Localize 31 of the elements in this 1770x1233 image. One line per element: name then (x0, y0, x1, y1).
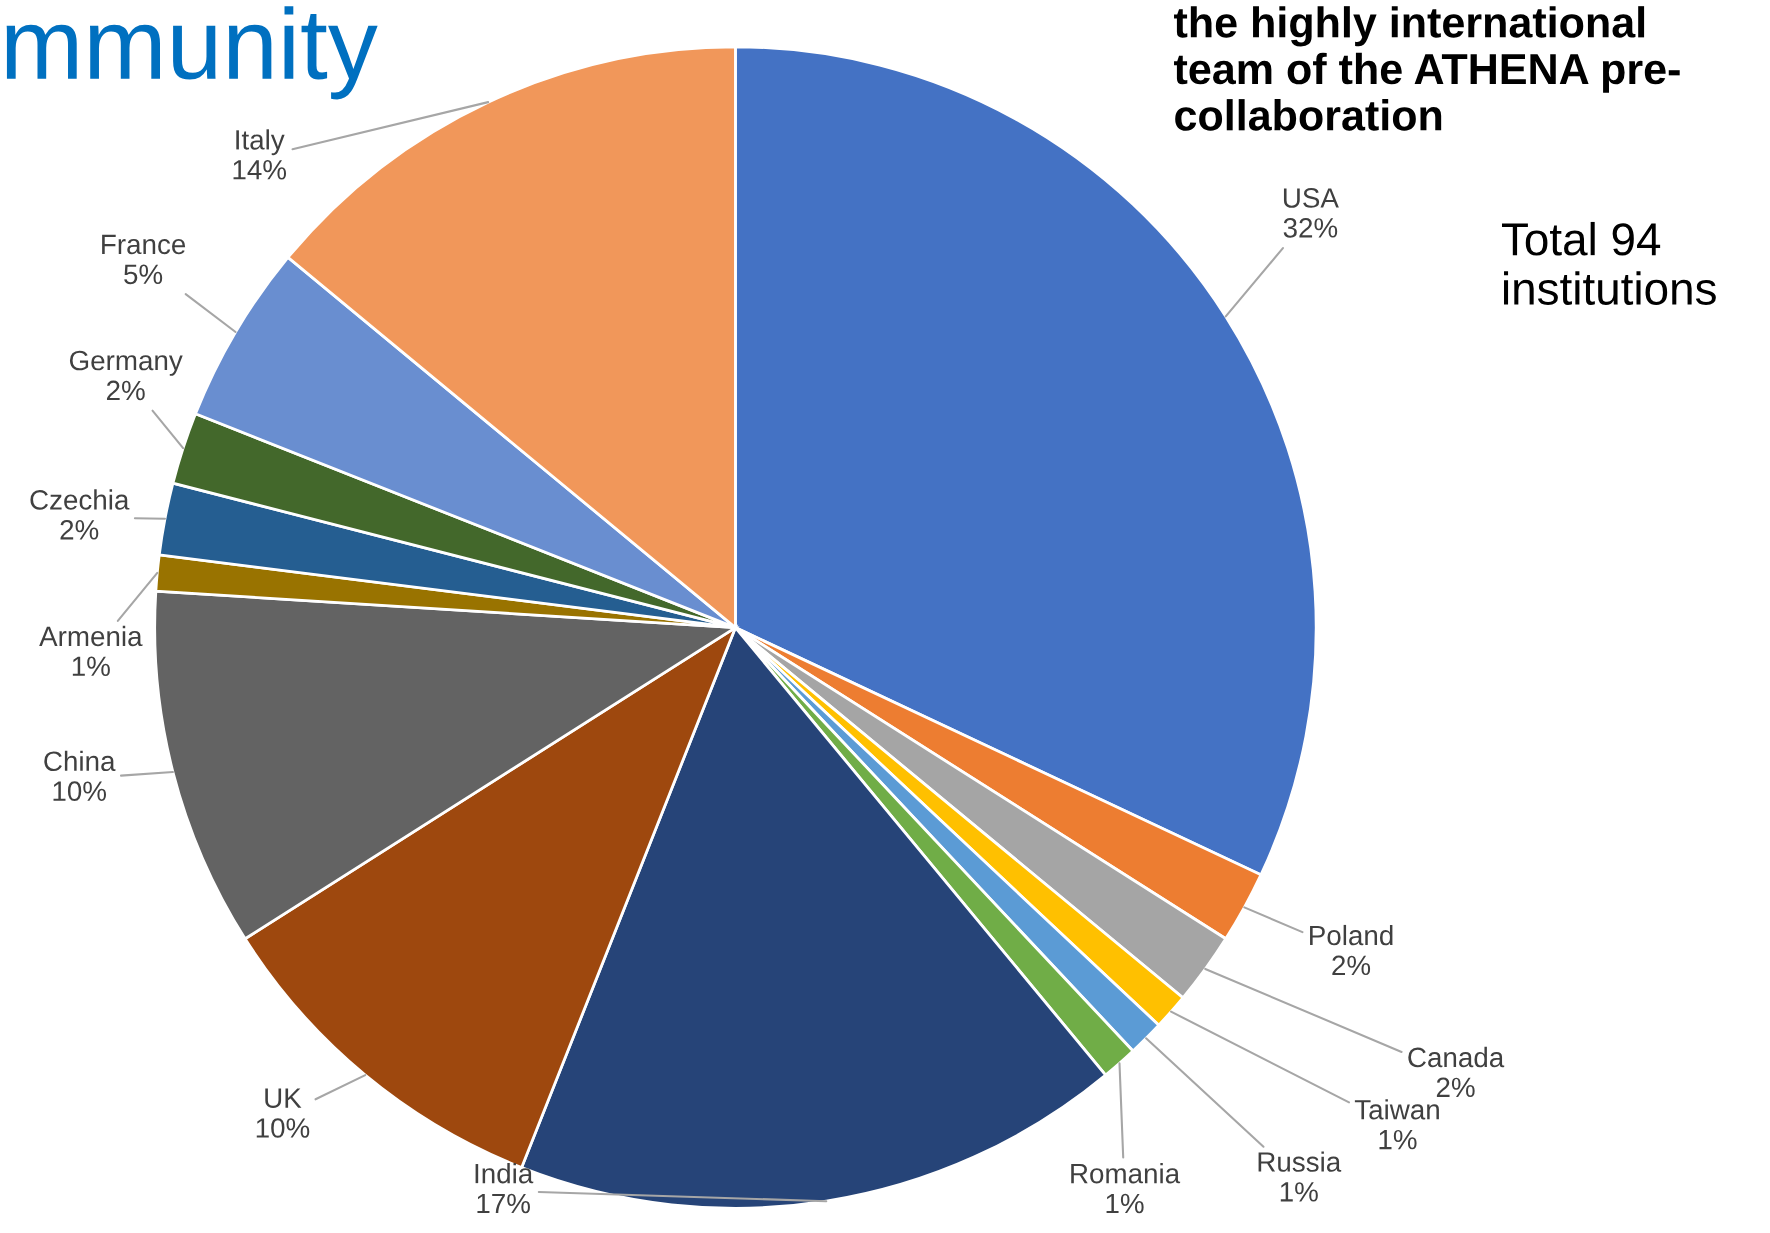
data-label: 1% (1379, 1129, 1417, 1150)
data-label: 10% (256, 1118, 310, 1138)
slice-label: Italy (236, 129, 285, 156)
data-label: 5% (124, 264, 163, 285)
slice-label: China (44, 750, 116, 772)
slice-label: Armenia (39, 625, 143, 647)
data-label: 14% (233, 160, 287, 180)
data-label: 10% (53, 781, 107, 802)
data-label: 2% (60, 520, 99, 540)
slice-label: Poland (1310, 924, 1393, 946)
slice-label: Czechia (30, 489, 130, 510)
slice-label: UK (265, 1088, 302, 1108)
slice-label: France (102, 234, 186, 255)
slice-label: Russia (1258, 1151, 1342, 1172)
slice-label: Germany (69, 350, 183, 376)
data-label: 17% (477, 1193, 530, 1214)
text: mmunity (6, 6, 378, 100)
data-label: 1% (1280, 1182, 1318, 1202)
data-label: 2% (106, 380, 145, 401)
slice-label: USA (1283, 188, 1339, 208)
data-label: 2% (1332, 955, 1371, 976)
slice-label: Taiwan (1354, 1099, 1439, 1120)
slice-label: Canada (1408, 1046, 1505, 1068)
data-label: 1% (72, 656, 110, 677)
data-label: 1% (1106, 1193, 1144, 1214)
chart-title: the highly international team of the ATHENA pre- collaboration (1174, 6, 1680, 131)
data-label: 2% (1436, 1077, 1475, 1098)
data-label: 32% (1283, 218, 1338, 238)
slice-label: Romania (1071, 1163, 1181, 1184)
text: Total 94 institutions (1501, 221, 1716, 305)
slice-label: India (475, 1163, 534, 1184)
